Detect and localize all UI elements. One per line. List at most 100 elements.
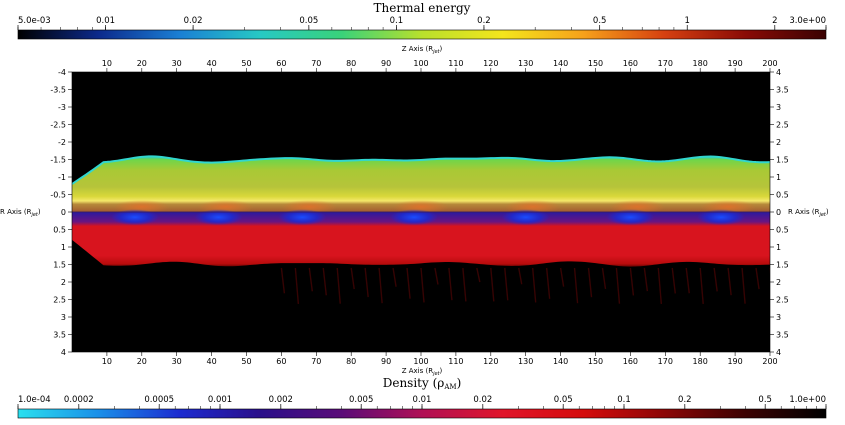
y-tick-label-left: 2 (61, 278, 66, 287)
x-tick-label-bottom: 80 (346, 357, 356, 366)
y-tick-label-right: 1 (776, 243, 781, 252)
density-streak (741, 267, 746, 304)
density-core (194, 209, 243, 226)
density-streak (490, 267, 495, 302)
x-axis-title-top: Z Axis (Rjet) (402, 45, 443, 55)
y-axis-title-left: R Axis (Rjet) (0, 208, 41, 218)
x-tick-label-top: 110 (448, 59, 463, 68)
colorbar-tick-label: 0.2 (678, 395, 692, 405)
density-cores (72, 209, 770, 226)
colorbar-tick-label: 0.05 (299, 16, 318, 26)
density-streak (462, 267, 467, 302)
y-axis-ticks-right: 4 3.5 3 2.5 2 1.5 1 0.5 0 0.5 1 1.5 2 2.5 3 3.5 4 (770, 68, 789, 357)
x-tick-label-bottom: 60 (276, 357, 286, 366)
x-tick-label-top: 60 (276, 59, 286, 68)
density-streak (531, 267, 537, 303)
density-streak (755, 267, 760, 290)
density-streak (504, 267, 509, 301)
density-streak (364, 267, 369, 298)
thermal-energy-band (72, 156, 770, 212)
x-tick-label-top: 10 (102, 59, 112, 68)
density-streaks (280, 267, 770, 305)
x-tick-label-top: 200 (762, 59, 777, 68)
x-tick-label-bottom: 170 (658, 357, 673, 366)
x-tick-label-bottom: 120 (483, 357, 498, 366)
colorbar-tick-label: 1.0e-04 (18, 395, 51, 405)
y-tick-label-right: 3.5 (776, 331, 789, 340)
density-streak (643, 267, 649, 292)
colorbar-tick-label: 0.01 (96, 16, 115, 26)
density-streak (727, 267, 732, 296)
y-tick-label-right: 0.5 (776, 226, 789, 235)
colorbar-tick-label: 3.0e+00 (789, 16, 826, 26)
top-colorbar-title: Thermal energy (374, 1, 471, 15)
y-tick-label-right: 1 (776, 173, 781, 182)
x-tick-label-top: 90 (381, 59, 391, 68)
y-tick-label-left: -2 (58, 138, 66, 147)
x-tick-label-top: 80 (346, 59, 356, 68)
colorbar-tick-label: 0.2 (477, 16, 491, 26)
density-streak (587, 267, 593, 298)
x-tick-label-bottom: 150 (588, 357, 603, 366)
density-streak (308, 267, 314, 292)
x-tick-label-bottom: 50 (241, 357, 251, 366)
density-streak (545, 267, 551, 299)
y-tick-label-left: -3.5 (50, 86, 66, 95)
density-streak (392, 267, 397, 287)
colorbar-tick-label: 0.0002 (64, 395, 94, 405)
colorbar-tick-label: 5.0e-03 (18, 16, 51, 26)
top-colorbar (17, 29, 827, 40)
y-tick-label-right: 4 (776, 348, 781, 357)
y-tick-label-left: -3 (58, 103, 66, 112)
x-tick-label-top: 150 (588, 59, 603, 68)
x-tick-label-bottom: 130 (518, 357, 533, 366)
y-tick-label-left: -4 (58, 68, 66, 77)
x-tick-label-top: 120 (483, 59, 498, 68)
x-tick-label-top: 170 (658, 59, 673, 68)
y-tick-label-left: 4 (61, 348, 66, 357)
x-axis-title-bottom: Z Axis (Rjet) (402, 367, 443, 377)
colorbar-tick-label: 0.0005 (144, 395, 174, 405)
y-tick-label-left: -1.5 (50, 156, 66, 165)
x-tick-label-bottom: 10 (102, 357, 112, 366)
density-core (697, 209, 746, 226)
density-core (110, 209, 159, 226)
x-tick-label-top: 190 (727, 59, 742, 68)
x-axis-ticks-bottom: 10 20 30 40 50 60 70 80 90 100 110 120 130 140 150 160 1… (102, 352, 778, 366)
x-axis-ticks-top: 10 20 30 40 50 60 70 80 90 100 110 120 130 140 150 160 1… (102, 59, 778, 72)
colorbar-tick-label: 0.5 (593, 16, 607, 26)
y-tick-label-right: 2 (776, 278, 781, 287)
x-tick-label-bottom: 140 (553, 357, 568, 366)
colorbar-tick-label: 0.005 (349, 395, 373, 405)
x-tick-label-top: 140 (553, 59, 568, 68)
density-streak (448, 267, 453, 301)
y-tick-label-right: 3.5 (776, 86, 789, 95)
x-tick-label-top: 40 (207, 59, 217, 68)
density-core (606, 209, 655, 226)
colorbar-tick-label: 0.1 (617, 395, 631, 405)
colorbar-tick-label: 0.02 (184, 16, 203, 26)
colorbar-tick-label: 0.01 (413, 395, 432, 405)
colorbar-tick-label: 0.5 (758, 395, 772, 405)
density-streak (657, 267, 663, 305)
density-streak (322, 267, 327, 296)
bottom-colorbar-ticks: 1.0e-04 0.0002 0.0005 0.001 0.002 0.005 0.01 0.… (17, 395, 827, 409)
y-tick-label-right: 3 (776, 103, 781, 112)
density-streak (615, 267, 621, 304)
x-tick-label-top: 180 (693, 59, 708, 68)
density-streak (685, 267, 690, 294)
x-tick-label-bottom: 20 (137, 357, 147, 366)
colorbar-tick-label: 2 (772, 16, 777, 26)
thermal-energy-edge (72, 155, 770, 185)
y-tick-label-right: 3 (776, 313, 781, 322)
y-tick-label-left: 3 (61, 313, 66, 322)
y-tick-label-left: -0.5 (50, 191, 66, 200)
density-streak (378, 267, 383, 304)
density-core (278, 209, 327, 226)
y-tick-label-right: 4 (776, 68, 781, 77)
plot-area (72, 155, 770, 305)
x-tick-label-bottom: 190 (727, 357, 742, 366)
density-streak (601, 267, 607, 290)
x-tick-label-top: 130 (518, 59, 533, 68)
